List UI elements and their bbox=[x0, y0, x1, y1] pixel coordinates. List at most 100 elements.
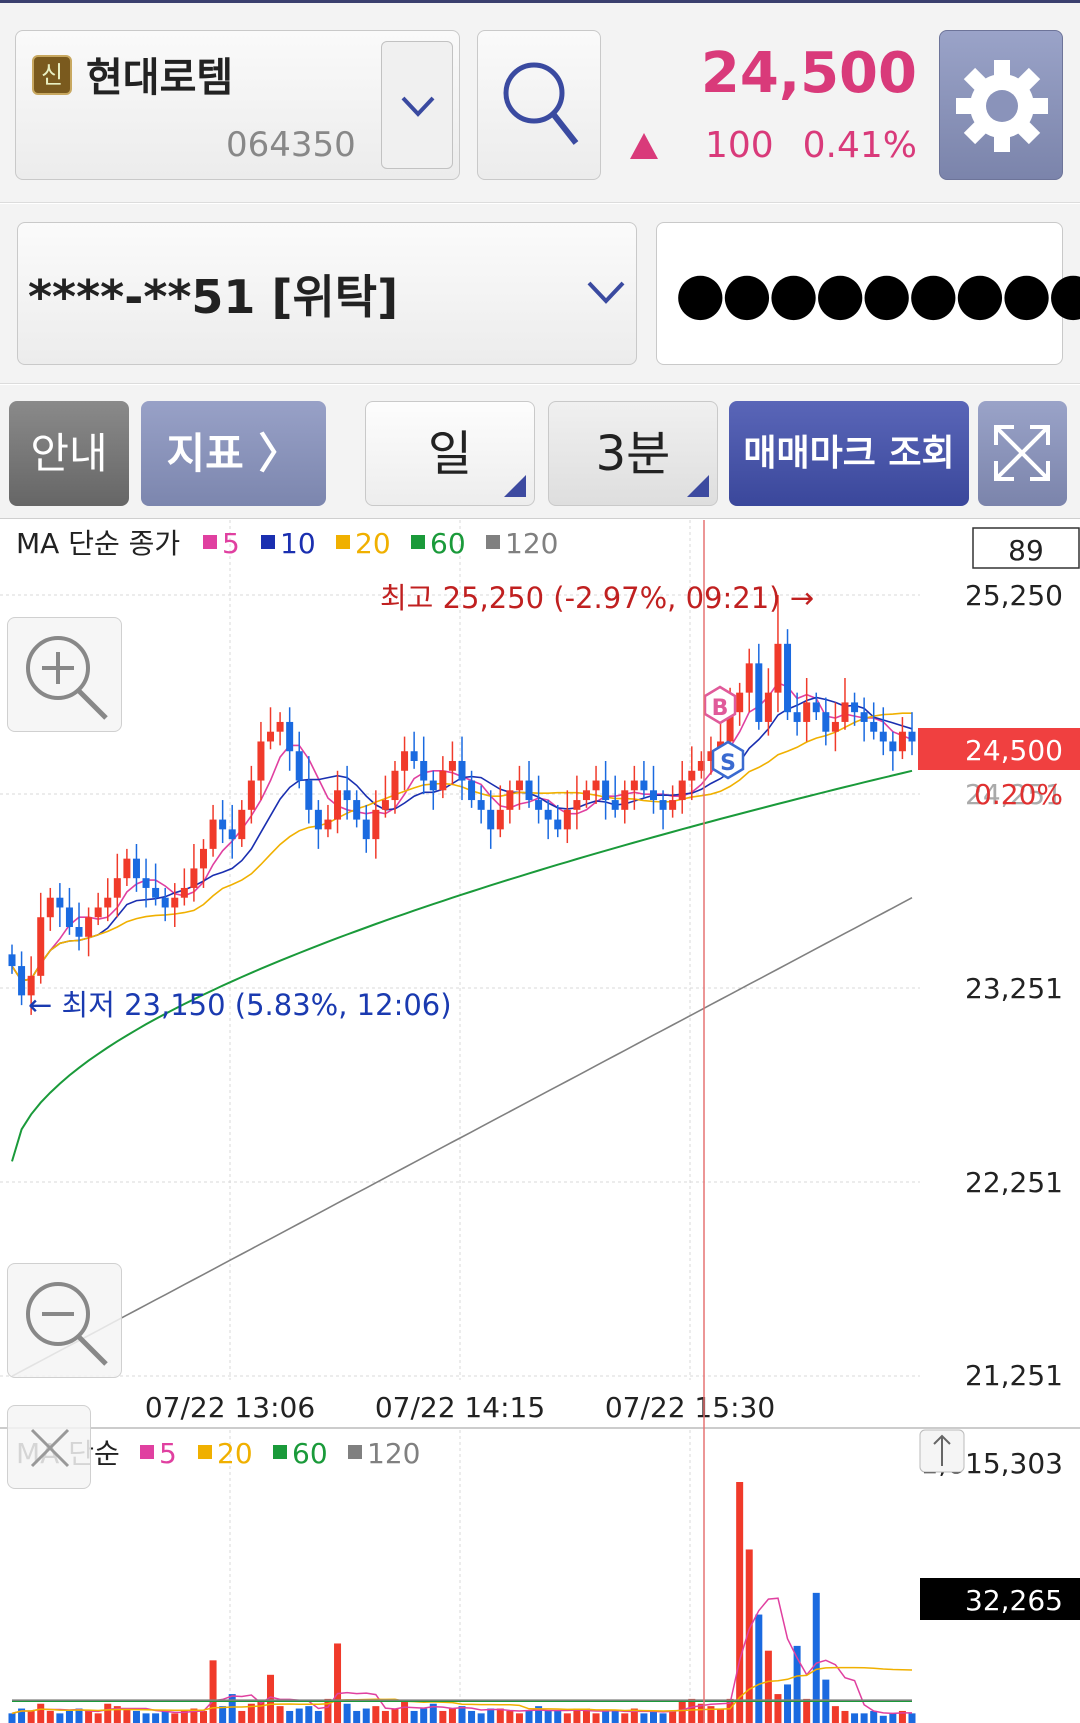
volume-bar bbox=[448, 1708, 456, 1723]
volume-bar bbox=[554, 1710, 562, 1723]
volume-bar bbox=[410, 1710, 418, 1723]
candle-body bbox=[238, 809, 246, 840]
volume-bar bbox=[94, 1713, 102, 1723]
candle-body bbox=[573, 800, 581, 810]
indicator-button[interactable]: 지표 〉 bbox=[141, 401, 326, 506]
stock-selector[interactable]: 신 현대로템 064350 bbox=[15, 30, 460, 180]
expand-icon bbox=[994, 425, 1050, 481]
fullscreen-button[interactable] bbox=[978, 401, 1067, 506]
candle-body bbox=[515, 780, 523, 791]
candle-body bbox=[113, 878, 121, 898]
volume-bar bbox=[697, 1703, 705, 1723]
candle-body bbox=[640, 780, 648, 791]
volume-bar bbox=[717, 1708, 725, 1723]
volume-bar bbox=[669, 1710, 677, 1723]
candle-body bbox=[458, 761, 466, 781]
candle-body bbox=[410, 751, 418, 762]
candle-body bbox=[314, 809, 322, 830]
candle-body bbox=[37, 917, 45, 976]
chart-area[interactable]: MA 단순 종가 5 10 20 60 120 89 25,250 24,251 23,… bbox=[0, 520, 1080, 1723]
buy-mark[interactable] bbox=[703, 685, 737, 725]
sell-mark-label: S bbox=[720, 751, 736, 776]
price-volume-chart[interactable]: MA 단순 종가 5 10 20 60 120 89 25,250 24,251 23,… bbox=[0, 520, 1080, 1723]
candle-body bbox=[180, 887, 188, 898]
candle-body bbox=[56, 897, 64, 908]
volume-bar bbox=[726, 1698, 734, 1723]
volume-bar bbox=[334, 1643, 342, 1723]
settings-button[interactable] bbox=[939, 30, 1063, 180]
top-value-box bbox=[972, 527, 1080, 569]
volume-bar bbox=[46, 1710, 54, 1723]
candle-body bbox=[535, 800, 543, 810]
volume-bar bbox=[286, 1710, 294, 1723]
vol-ma-5-line bbox=[11, 1597, 912, 1715]
ma-legend-label-60: 60 bbox=[430, 527, 466, 560]
candle-body bbox=[812, 702, 820, 713]
candle-body bbox=[324, 819, 332, 830]
candle-body bbox=[592, 780, 600, 791]
account-selector[interactable]: ****-**51 [위탁] bbox=[17, 222, 637, 365]
interval-selector[interactable]: 3분 bbox=[548, 401, 718, 506]
guide-button[interactable]: 안내 bbox=[9, 401, 129, 506]
volume-bar bbox=[793, 1645, 801, 1723]
candle-body bbox=[420, 761, 428, 781]
candle-body bbox=[487, 809, 495, 830]
candle-body bbox=[372, 809, 380, 840]
candle-body bbox=[621, 790, 629, 810]
stock-dropdown-button[interactable] bbox=[381, 41, 453, 169]
dropdown-corner-icon bbox=[504, 475, 526, 497]
volume-bar bbox=[803, 1698, 811, 1723]
volume-bar bbox=[496, 1708, 504, 1723]
candle-body bbox=[75, 927, 83, 937]
password-field[interactable]: ●●●●●●●●● bbox=[656, 222, 1080, 365]
zoom-in-icon bbox=[26, 636, 108, 720]
candle-body bbox=[123, 858, 131, 879]
candle-body bbox=[602, 780, 610, 801]
volume-bar bbox=[851, 1713, 859, 1723]
candle-body bbox=[448, 761, 456, 771]
close-volume-button[interactable] bbox=[7, 1405, 91, 1489]
candle-body bbox=[46, 897, 54, 918]
candle-body bbox=[879, 731, 887, 742]
candle-body bbox=[841, 702, 849, 722]
search-button[interactable] bbox=[477, 30, 601, 180]
volume-bar bbox=[391, 1708, 399, 1723]
period-selector[interactable]: 일 bbox=[365, 401, 535, 506]
volume-bar bbox=[736, 1482, 744, 1723]
x-label-1306: 07/22 13:06 bbox=[145, 1391, 315, 1424]
volume-bar bbox=[353, 1710, 361, 1723]
candle-body bbox=[889, 741, 897, 752]
up-triangle-icon bbox=[630, 133, 658, 159]
trade-mark-button[interactable]: 매매마크 조회 bbox=[729, 401, 969, 506]
zoom-out-button[interactable] bbox=[7, 1263, 122, 1378]
volume-current-tag bbox=[920, 1578, 1080, 1620]
volume-bar bbox=[324, 1698, 332, 1723]
volume-bar bbox=[257, 1701, 265, 1723]
candle-body bbox=[142, 878, 150, 888]
zoom-in-button[interactable] bbox=[7, 617, 122, 732]
candle-body bbox=[649, 790, 657, 801]
stock-name: 현대로템 bbox=[86, 55, 234, 101]
volume-bar bbox=[37, 1703, 45, 1723]
candle-body bbox=[908, 731, 916, 742]
vol-ma-legend-label-120: 120 bbox=[367, 1437, 420, 1470]
ma-legend-swatch-20 bbox=[336, 535, 350, 549]
volume-bar bbox=[563, 1713, 571, 1723]
high-note: 최고 25,250 (-2.97%, 09:21) → bbox=[380, 581, 814, 615]
ma-legend-swatch-10 bbox=[261, 535, 275, 549]
candle-body bbox=[678, 780, 686, 801]
credit-badge: 신 bbox=[32, 55, 72, 95]
candle-body bbox=[860, 712, 868, 722]
candle-body bbox=[94, 907, 102, 918]
candle-body bbox=[161, 897, 169, 908]
volume-bar bbox=[784, 1684, 792, 1723]
sell-mark[interactable] bbox=[711, 740, 745, 780]
candle-body bbox=[755, 663, 763, 722]
volume-bar bbox=[535, 1706, 543, 1723]
candle-body bbox=[506, 790, 514, 810]
y-label-23251: 23,251 bbox=[965, 972, 1063, 1005]
candle-body bbox=[295, 751, 303, 781]
volume-bar bbox=[372, 1706, 380, 1723]
volume-bar bbox=[582, 1708, 590, 1723]
candle-body bbox=[190, 868, 198, 888]
